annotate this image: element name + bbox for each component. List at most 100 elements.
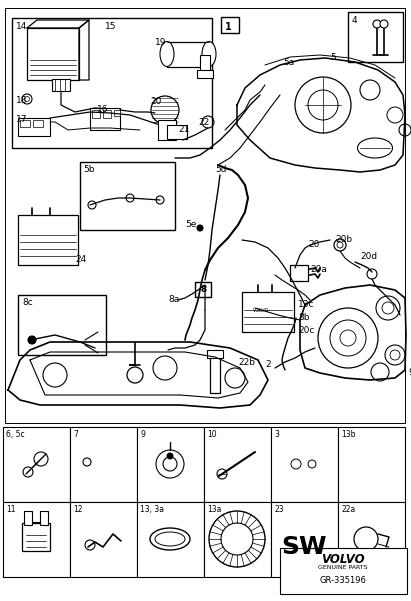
Text: GENUINE PARTS: GENUINE PARTS <box>318 565 368 570</box>
Text: 20: 20 <box>308 240 319 249</box>
Text: 7: 7 <box>73 430 78 439</box>
Bar <box>24 511 32 525</box>
Text: 6, 5c: 6, 5c <box>6 430 25 439</box>
Text: 5e: 5e <box>185 220 196 229</box>
Text: 13b: 13b <box>341 430 356 439</box>
Bar <box>137 502 204 577</box>
Text: 20b: 20b <box>335 235 352 244</box>
Text: 8a: 8a <box>168 295 179 304</box>
Bar <box>210 355 220 393</box>
Text: 22b: 22b <box>238 358 255 367</box>
Text: SW: SW <box>281 535 327 559</box>
Bar <box>92 110 100 118</box>
Text: 4: 4 <box>352 16 358 25</box>
Bar <box>242 292 294 332</box>
Bar <box>167 42 209 67</box>
Text: 20a: 20a <box>310 265 327 274</box>
Text: VOLVO: VOLVO <box>253 308 269 313</box>
Bar <box>40 511 48 525</box>
Text: 8b: 8b <box>298 313 309 322</box>
Circle shape <box>167 453 173 459</box>
Bar <box>338 427 405 502</box>
Text: 22a: 22a <box>341 505 355 514</box>
Text: 14: 14 <box>16 22 28 31</box>
Text: 3: 3 <box>274 430 279 439</box>
Bar <box>271 502 338 577</box>
Text: 22: 22 <box>198 118 209 127</box>
Text: 16: 16 <box>97 105 109 114</box>
Ellipse shape <box>151 96 179 124</box>
Bar <box>221 17 239 33</box>
Bar <box>70 502 137 577</box>
Ellipse shape <box>202 41 216 67</box>
Bar <box>70 427 137 502</box>
Bar <box>207 350 223 358</box>
Text: 17: 17 <box>16 115 28 124</box>
Text: 20d: 20d <box>360 252 377 261</box>
Text: 20c: 20c <box>298 326 314 335</box>
Text: 10: 10 <box>207 430 217 439</box>
Ellipse shape <box>155 532 185 546</box>
Bar <box>5 8 405 423</box>
Bar <box>338 502 405 577</box>
Text: 5b: 5b <box>83 165 95 174</box>
Bar <box>195 282 211 297</box>
Text: GR-335196: GR-335196 <box>320 576 367 585</box>
Circle shape <box>373 20 381 28</box>
Text: 23: 23 <box>274 505 284 514</box>
Text: 19: 19 <box>155 38 166 47</box>
Bar <box>103 110 111 118</box>
Bar <box>158 120 176 140</box>
Text: 13a: 13a <box>207 505 222 514</box>
Bar <box>271 427 338 502</box>
Bar <box>348 12 403 62</box>
Text: 11: 11 <box>6 505 16 514</box>
Bar <box>18 118 50 136</box>
Bar <box>80 162 175 230</box>
Bar <box>3 427 70 502</box>
Bar <box>197 70 213 78</box>
Text: 21: 21 <box>178 125 189 134</box>
Bar <box>114 110 120 116</box>
Bar <box>52 79 70 91</box>
Bar <box>280 548 407 594</box>
Text: 9: 9 <box>140 430 145 439</box>
Text: 12: 12 <box>73 505 83 514</box>
Bar <box>27 28 79 80</box>
Circle shape <box>28 336 36 344</box>
Text: 5d: 5d <box>215 165 226 174</box>
Bar <box>204 502 271 577</box>
Bar <box>137 427 204 502</box>
Bar <box>22 523 50 551</box>
Text: 13, 3a: 13, 3a <box>140 505 164 514</box>
Bar <box>290 265 308 281</box>
Bar <box>3 502 70 577</box>
Text: 1: 1 <box>225 22 232 32</box>
Bar <box>18 215 78 265</box>
Text: 5: 5 <box>330 53 336 62</box>
Bar <box>200 55 210 75</box>
Text: 15: 15 <box>105 22 116 31</box>
Bar <box>18 295 106 355</box>
Text: 24: 24 <box>75 255 86 264</box>
Text: VOLVO: VOLVO <box>321 553 365 566</box>
Text: 18: 18 <box>16 96 28 105</box>
Text: 20: 20 <box>150 97 162 106</box>
Ellipse shape <box>358 138 393 158</box>
Circle shape <box>380 20 388 28</box>
Text: 5a: 5a <box>283 58 294 67</box>
Ellipse shape <box>160 41 174 67</box>
Bar <box>90 108 120 130</box>
Text: 2: 2 <box>265 360 270 369</box>
Text: 13c: 13c <box>298 300 314 309</box>
Text: 8c: 8c <box>22 298 33 307</box>
Bar <box>204 427 271 502</box>
Bar <box>33 120 43 127</box>
Bar <box>20 120 30 127</box>
Circle shape <box>197 225 203 231</box>
Bar <box>167 125 187 139</box>
Bar <box>12 18 212 148</box>
Text: 9: 9 <box>408 368 411 377</box>
Text: 8: 8 <box>200 285 206 294</box>
Ellipse shape <box>150 528 190 550</box>
